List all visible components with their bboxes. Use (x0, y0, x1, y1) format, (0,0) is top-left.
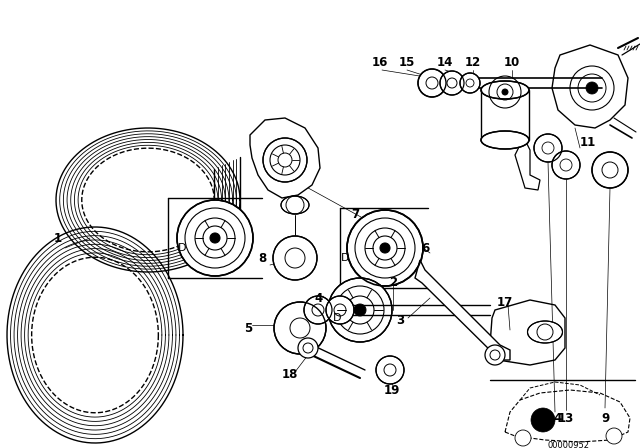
Text: 5: 5 (244, 322, 252, 335)
Polygon shape (515, 140, 540, 190)
Circle shape (606, 428, 622, 444)
Circle shape (440, 71, 464, 95)
Text: 3: 3 (396, 314, 404, 327)
Circle shape (552, 151, 580, 179)
Text: 13: 13 (558, 412, 574, 425)
Circle shape (502, 89, 508, 95)
Text: 19: 19 (384, 383, 400, 396)
Circle shape (304, 296, 332, 324)
Text: D: D (340, 253, 349, 263)
Text: D: D (333, 313, 341, 323)
Ellipse shape (527, 321, 563, 343)
Polygon shape (552, 45, 628, 128)
Polygon shape (250, 118, 320, 198)
Text: 17: 17 (497, 296, 513, 309)
Text: 14: 14 (437, 56, 453, 69)
Circle shape (177, 200, 253, 276)
Text: 4: 4 (315, 292, 323, 305)
Circle shape (586, 82, 598, 94)
Circle shape (273, 236, 317, 280)
Circle shape (418, 69, 446, 97)
Circle shape (328, 278, 392, 342)
Circle shape (298, 338, 318, 358)
Text: 9: 9 (601, 412, 609, 425)
Text: 10: 10 (504, 56, 520, 69)
Circle shape (210, 233, 220, 243)
Text: 12: 12 (465, 56, 481, 69)
Circle shape (376, 356, 404, 384)
Ellipse shape (481, 131, 529, 149)
Text: 15: 15 (399, 56, 415, 69)
Text: 14: 14 (547, 412, 563, 425)
Circle shape (531, 408, 555, 432)
Text: 2: 2 (389, 276, 397, 289)
Circle shape (354, 304, 366, 316)
Circle shape (274, 302, 326, 354)
Polygon shape (505, 390, 630, 442)
Text: 6: 6 (421, 241, 429, 254)
Circle shape (380, 243, 390, 253)
Circle shape (485, 345, 505, 365)
Circle shape (347, 210, 423, 286)
Text: 00000952: 00000952 (547, 441, 589, 448)
Ellipse shape (481, 81, 529, 99)
Text: D: D (178, 243, 186, 253)
Circle shape (515, 430, 531, 446)
Circle shape (592, 152, 628, 188)
Text: 11: 11 (580, 135, 596, 148)
Polygon shape (490, 300, 565, 365)
Ellipse shape (281, 196, 309, 214)
Polygon shape (415, 260, 510, 360)
Circle shape (534, 134, 562, 162)
Text: 7: 7 (351, 208, 359, 221)
Circle shape (263, 138, 307, 182)
Circle shape (460, 73, 480, 93)
Text: 1: 1 (54, 232, 62, 245)
Text: 16: 16 (372, 56, 388, 69)
Text: 18: 18 (282, 369, 298, 382)
Text: 8: 8 (258, 251, 266, 264)
Circle shape (326, 296, 354, 324)
